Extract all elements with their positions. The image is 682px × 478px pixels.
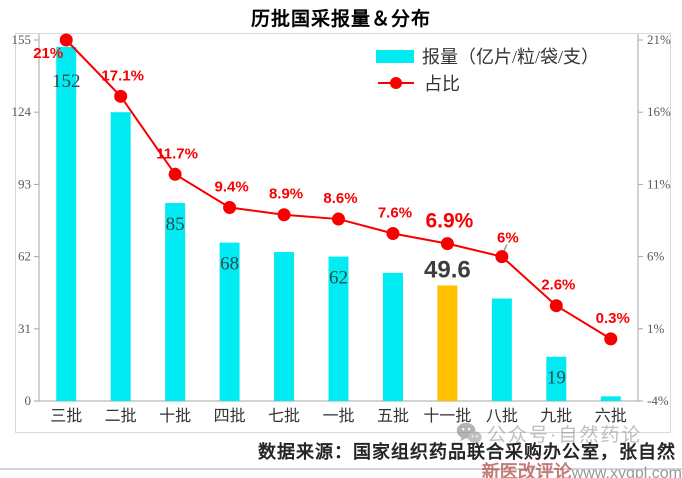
x-axis-label: 三批	[50, 407, 82, 425]
data-point	[223, 201, 237, 215]
bar-label: 19	[547, 368, 566, 389]
bar	[546, 356, 567, 401]
bar	[382, 272, 403, 401]
bar	[56, 46, 77, 402]
pct-label: 11.7%	[156, 145, 198, 162]
data-point	[386, 226, 400, 240]
pct-label: 8.6%	[323, 190, 357, 207]
y-right-tick-label: 21%	[647, 32, 671, 47]
data-point	[114, 89, 128, 103]
data-point	[168, 167, 182, 181]
bar	[165, 203, 186, 401]
bar-label: 62	[329, 268, 348, 289]
review-watermark: 新医改评论www.xygpl.com	[482, 458, 682, 478]
data-point	[604, 332, 618, 346]
pct-label: 0.3%	[596, 310, 630, 327]
pct-label: 6.9%	[425, 210, 473, 233]
bar	[110, 112, 131, 401]
y-right-tick-label: 11%	[647, 176, 671, 191]
data-point	[277, 208, 291, 222]
pct-label: 8.9%	[269, 186, 303, 203]
wechat-watermark: 公众号·自然药论	[456, 420, 642, 447]
pct-label: 6%	[497, 230, 519, 247]
legend: 报量（亿片/粒/袋/支） 占比	[376, 46, 600, 94]
bar	[491, 298, 512, 401]
x-axis-label: 五批	[377, 407, 409, 425]
bar-label-emphasis: 49.6	[424, 256, 471, 283]
x-axis-label: 一批	[322, 407, 354, 425]
bar	[219, 242, 240, 401]
pct-label: 21%	[33, 45, 63, 62]
data-point	[440, 237, 454, 251]
y-right-tick-label: -4%	[647, 393, 669, 408]
y-left-tick-label: 93	[18, 176, 31, 191]
bar-label: 152	[52, 71, 81, 92]
review-watermark-url: www.xygpl.com	[571, 465, 682, 478]
review-watermark-name: 新医改评论	[481, 462, 572, 478]
y-right-tick-label: 1%	[647, 321, 665, 336]
legend-bar-swatch-icon	[376, 49, 414, 63]
x-axis-label: 九批	[540, 407, 572, 425]
pct-label: 2.6%	[541, 277, 575, 294]
pct-label: 7.6%	[378, 204, 412, 221]
y-left-tick-label: 31	[18, 321, 31, 336]
data-point	[495, 250, 509, 264]
pct-label: 17.1%	[101, 67, 144, 84]
wechat-watermark-text: 公众号·自然药论	[487, 425, 643, 446]
y-right-tick-label: 6%	[647, 249, 665, 264]
bar-label: 68	[220, 254, 239, 275]
y-left-tick-label: 155	[12, 32, 32, 47]
wechat-icon	[456, 422, 482, 445]
bar	[600, 396, 621, 401]
x-axis-label: 四批	[214, 407, 246, 425]
x-axis-label: 七批	[268, 407, 300, 425]
data-point	[549, 299, 563, 313]
data-point	[59, 33, 73, 47]
chart-title: 历批国采报量＆分布	[250, 9, 431, 30]
x-axis-label: 二批	[105, 407, 137, 425]
bar	[328, 256, 349, 401]
source-note: 数据来源：国家组织药品联合采购办公室，张自然	[258, 442, 676, 462]
y-right-tick-label: 16%	[647, 104, 671, 119]
legend-item-share: 占比	[376, 73, 599, 94]
legend-item-volume: 报量（亿片/粒/袋/支）	[376, 46, 600, 67]
data-point	[332, 212, 345, 226]
y-left-tick-label: 0	[25, 393, 32, 408]
y-left-tick-label: 124	[12, 104, 32, 119]
x-axis-label: 十批	[159, 407, 191, 425]
bar	[437, 285, 458, 401]
legend-share-label: 占比	[424, 74, 460, 94]
x-axis-label: 八批	[486, 407, 518, 425]
x-axis-label: 十一批	[423, 407, 471, 425]
bar	[274, 251, 295, 401]
pct-label: 9.4%	[214, 179, 248, 196]
legend-line-swatch-icon	[378, 77, 414, 89]
bar-label: 85	[166, 214, 185, 235]
bottom-divider	[0, 468, 682, 470]
legend-volume-label: 报量（亿片/粒/袋/支）	[422, 47, 600, 67]
x-axis-label: 六批	[595, 407, 627, 425]
y-left-tick-label: 62	[18, 249, 31, 264]
